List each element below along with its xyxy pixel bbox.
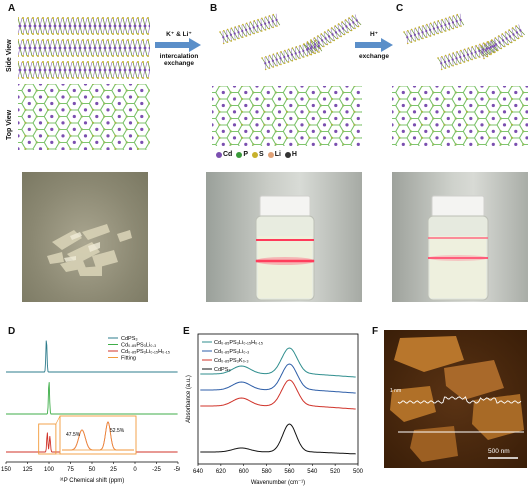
panel-label-c: C [396, 3, 404, 14]
atom-legend-item: H [284, 151, 297, 158]
x-tick-label: 150 [1, 467, 12, 473]
fit-annotation: 47.5% [66, 432, 81, 438]
x-tick-label: 0 [133, 467, 137, 473]
x-axis-label: ³¹P Chemical shift (ppm) [60, 478, 125, 484]
arrow1-label-exchange: exchange [164, 60, 194, 67]
x-tick-label: -25 [152, 467, 161, 473]
afm-scale-bar-label: 500 nm [488, 448, 510, 455]
side-view-structure-b [219, 13, 362, 71]
atom-dot-icon [284, 151, 291, 158]
arrow-right-icon [155, 38, 201, 52]
y-axis-label: Absorbance (a.u.) [186, 375, 192, 423]
crystal-photo [22, 172, 148, 302]
absorbance-series-line [200, 363, 356, 394]
panel-label-f: F [372, 326, 379, 337]
legend-label: Cd₀.₈₅PS₃Li₀.₃ [121, 343, 156, 349]
nmr-series-line [6, 340, 178, 373]
atom-legend: Cd P S Li H [216, 151, 297, 158]
absorbance-series-line [200, 379, 356, 410]
x-tick-label: 100 [44, 467, 55, 473]
side-view-structure-a [18, 17, 150, 79]
atom-dot-icon [216, 151, 222, 158]
inset-box [59, 415, 137, 455]
x-tick-label: 560 [284, 469, 295, 475]
arrow1-label-ions: K⁺ & Li⁺ [166, 31, 192, 38]
panel-label-b: B [210, 3, 218, 14]
atom-symbol: Cd [223, 151, 233, 158]
absorbance-chart: 640 620 600 580 560 540 520 500 Wavenumber (cm⁻¹… [186, 333, 364, 486]
x-tick-label: 540 [307, 469, 318, 475]
vial-photo-b [206, 172, 362, 302]
panel-label-e: E [183, 326, 190, 337]
x-tick-label: -50 [174, 467, 180, 473]
arrow1-label-intercalation: intercalation [159, 53, 199, 60]
legend-label: CdPS₃ [121, 336, 138, 342]
atom-dot-icon [236, 151, 243, 158]
absorbance-series-line [200, 423, 356, 455]
side-view-structure-c [403, 13, 525, 71]
arrow2-label-exchange: exchange [359, 53, 389, 60]
nmr-series-line [6, 382, 178, 415]
arrow-right-icon-2 [355, 38, 393, 52]
atom-legend-item: P [236, 151, 248, 158]
absorbance-series-line [200, 347, 356, 378]
top-view-structure-c [392, 86, 528, 146]
atom-dot-icon [267, 151, 274, 158]
x-tick-label: 600 [239, 469, 250, 475]
legend-label: Fitting [121, 356, 136, 362]
top-view-structure-a [18, 84, 150, 150]
legend-label: Cd₀.₈₅PS₃Li₀.₃ [214, 349, 249, 355]
x-axis-label: Wavenumber (cm⁻¹) [251, 480, 305, 486]
x-tick-label: 75 [67, 467, 74, 473]
legend-label: Cd₀.₈₅PS₃K₀.₃ [214, 358, 249, 364]
top-view-label: Top View [6, 109, 13, 140]
x-tick-label: 620 [216, 469, 227, 475]
panel-label-a: A [8, 3, 16, 14]
top-view-structure-b [212, 86, 362, 146]
inset-fit-line [62, 421, 134, 451]
atom-legend-item: S [252, 151, 264, 158]
x-tick-label: 25 [110, 467, 117, 473]
x-tick-label: 500 [353, 469, 364, 475]
fit-annotation: 52.5% [110, 428, 125, 434]
vial-photo-c [392, 172, 528, 302]
nmr-chart: 150 125 100 75 50 25 0 -25 -50 ³¹P Chemical shift… [1, 336, 180, 484]
atom-legend-item: Li [267, 151, 281, 158]
side-view-label: Side View [6, 39, 13, 72]
legend-label: Cd₀.₈₅PS₃Li₀.₁₅H₀.₁₅ [121, 349, 170, 355]
x-tick-label: 125 [22, 467, 33, 473]
x-tick-label: 520 [330, 469, 341, 475]
panel-label-d: D [8, 326, 16, 337]
atom-symbol: H [291, 151, 297, 158]
x-tick-label: 580 [262, 469, 273, 475]
atom-symbol: P [243, 151, 249, 158]
atom-symbol: Li [274, 151, 281, 158]
x-tick-label: 640 [193, 469, 204, 475]
afm-height-label: 1 nm [390, 388, 402, 394]
legend-label: CdPS₃ [214, 367, 231, 373]
afm-image: 1 nm 500 nm [384, 330, 527, 468]
zoom-box [38, 423, 57, 455]
atom-dot-icon [252, 151, 259, 158]
x-tick-label: 50 [89, 467, 96, 473]
atom-symbol: S [259, 151, 264, 158]
atom-legend-item: Cd [216, 151, 232, 158]
arrow2-label-h: H⁺ [369, 31, 379, 38]
legend-label: Cd₀.₈₅PS₃Li₀.₁₅H₀.₁₅ [214, 340, 263, 346]
